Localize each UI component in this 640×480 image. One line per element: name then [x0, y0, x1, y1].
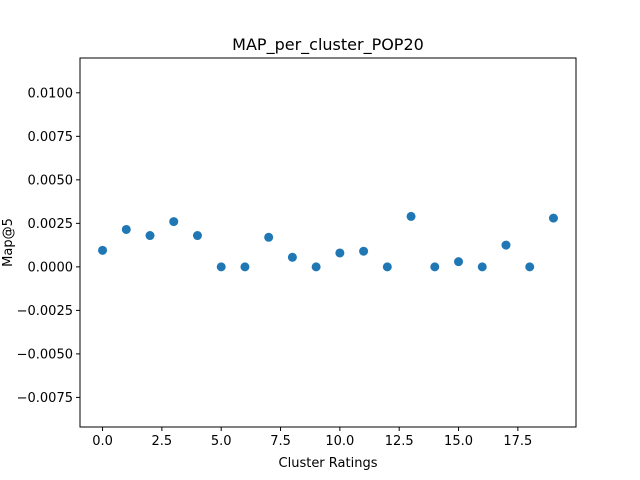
- data-point: [335, 248, 345, 258]
- data-point: [548, 213, 558, 223]
- x-tick-label: 7.5: [270, 434, 291, 449]
- y-axis-label: Map@5: [1, 218, 16, 267]
- y-tick-label: 0.0100: [28, 86, 74, 101]
- x-tick-label: 0.0: [92, 434, 113, 449]
- x-tick-label: 17.5: [503, 434, 532, 449]
- data-point: [264, 232, 274, 242]
- y-tick-label: −0.0075: [17, 391, 73, 406]
- data-points: [98, 211, 558, 272]
- y-tick-label: −0.0025: [17, 304, 73, 319]
- data-point: [240, 262, 250, 272]
- data-point: [525, 262, 535, 272]
- data-point: [192, 231, 202, 241]
- x-tick-label: 2.5: [152, 434, 173, 449]
- y-tick-label: 0.0000: [28, 260, 74, 275]
- y-tick-label: −0.0050: [17, 347, 73, 362]
- x-axis-ticks: 0.0 2.5 5.0 7.5 10.0 12.5 15.0 17.5: [92, 427, 532, 449]
- data-point: [98, 245, 108, 255]
- data-point: [121, 224, 131, 234]
- plot-area-frame: [79, 57, 577, 428]
- x-tick-label: 10.0: [325, 434, 354, 449]
- data-point: [382, 262, 392, 272]
- data-point: [169, 217, 179, 227]
- x-tick-label: 5.0: [211, 434, 232, 449]
- x-tick-label: 15.0: [444, 434, 473, 449]
- y-tick-label: 0.0050: [28, 173, 74, 188]
- data-point: [454, 257, 464, 267]
- x-tick-label: 12.5: [385, 434, 414, 449]
- data-point: [406, 211, 416, 221]
- data-point: [287, 252, 297, 262]
- data-point: [359, 246, 369, 256]
- data-point: [501, 240, 511, 250]
- data-point: [311, 262, 321, 272]
- data-point: [145, 231, 155, 241]
- data-point: [216, 262, 226, 272]
- y-tick-label: 0.0075: [28, 130, 74, 145]
- x-axis-label: Cluster Ratings: [279, 456, 378, 471]
- data-point: [430, 262, 440, 272]
- chart-title: MAP_per_cluster_POP20: [232, 35, 424, 55]
- y-tick-label: 0.0025: [28, 217, 74, 232]
- y-axis-ticks: −0.0075 −0.0050 −0.0025 0.0000 0.0025 0.0050 0…: [17, 86, 80, 406]
- data-point: [477, 262, 487, 272]
